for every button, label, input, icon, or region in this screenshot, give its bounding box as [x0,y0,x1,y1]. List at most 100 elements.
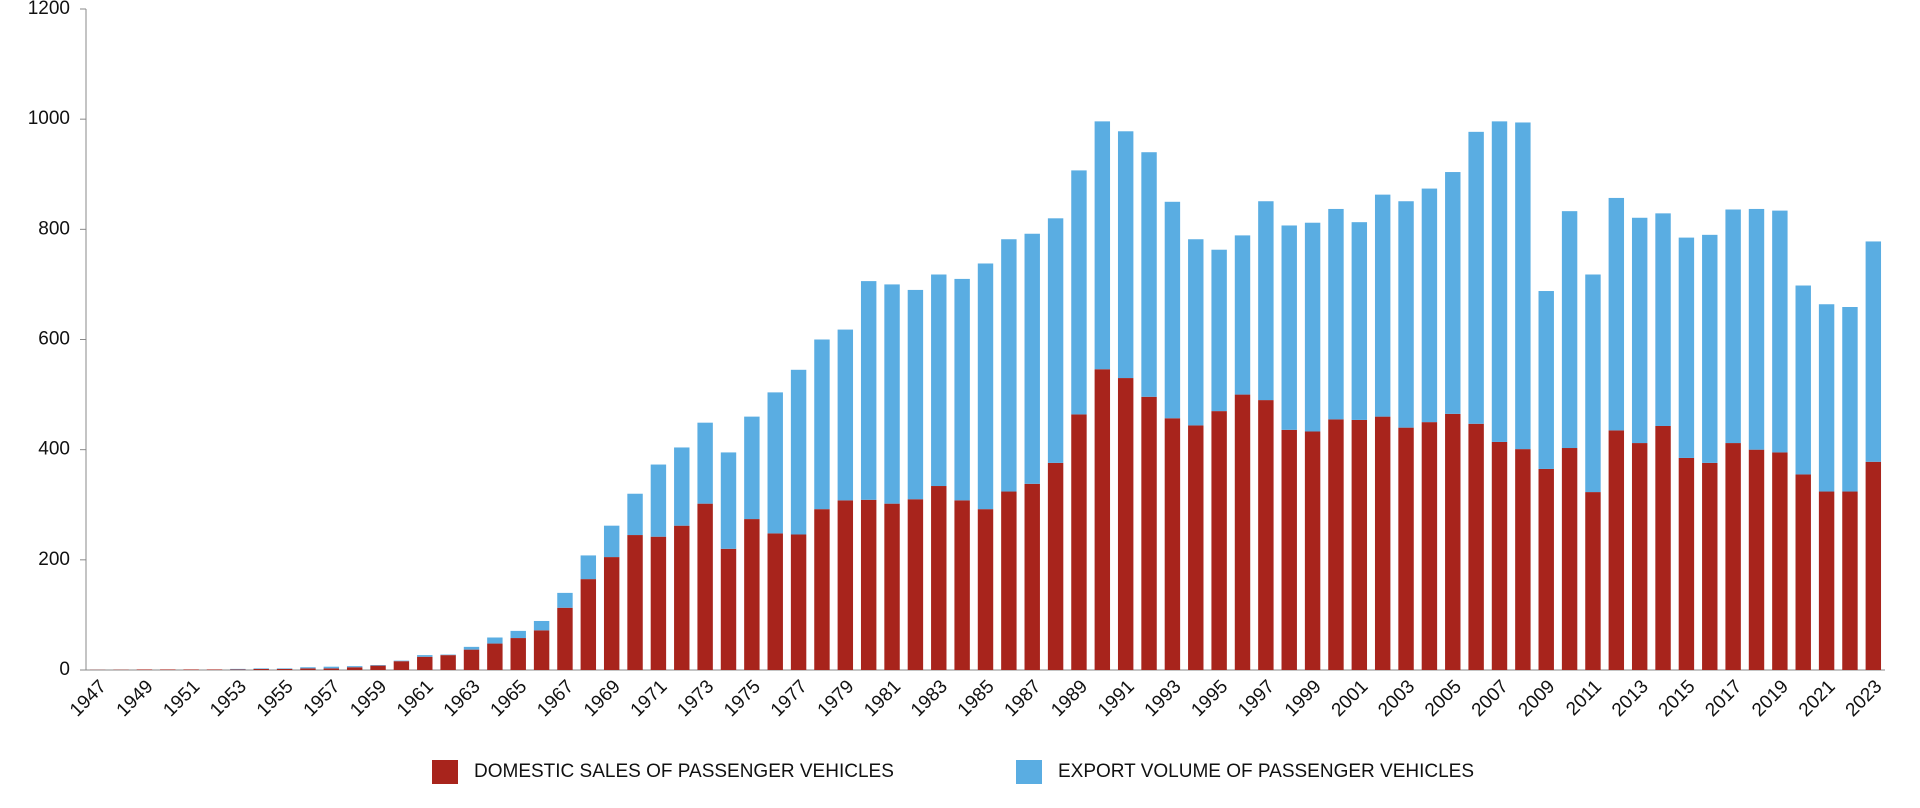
bar-segment [1421,188,1438,423]
bar-segment [860,499,877,670]
bar-segment [1374,194,1391,417]
bar-segment [1468,131,1484,424]
bar-segment [440,654,456,656]
bar-segment [487,637,503,644]
bar-segment [1445,413,1461,670]
bar-segment [300,668,316,670]
bar-segment [1538,468,1554,670]
bar-segment [1561,448,1578,670]
x-tick-label: 1977 [767,676,812,721]
y-tick-label: 400 [38,439,70,460]
x-tick-label: 2023 [1842,676,1887,721]
bar-segment [814,509,830,670]
bar-segment [1304,222,1321,432]
y-tick-label: 600 [38,329,70,350]
y-tick-label: 200 [38,549,70,570]
x-tick-label: 1947 [66,676,111,721]
bar-segment [1094,121,1111,370]
bar-segment [1608,197,1625,431]
bar-segment [1258,201,1274,401]
x-tick-label: 1991 [1094,676,1139,721]
bar-segment [1725,209,1741,444]
bar-segment [1818,304,1835,492]
bar-segment [510,630,526,639]
bar-segment [323,668,340,670]
bar-segment [1281,429,1297,670]
x-tick-label: 1979 [814,676,859,721]
bar-segment [697,422,713,504]
bar-segment [790,369,807,535]
x-tick-label: 1963 [440,676,485,721]
bar-segment [1047,462,1064,670]
x-tick-label: 1971 [627,676,672,721]
x-tick-label: 2017 [1701,676,1746,721]
bar-segment [1164,201,1181,419]
bar-segment [1865,461,1882,670]
bar-segment [603,525,620,558]
bar-segment [1398,201,1414,428]
bar-segment [1328,208,1344,420]
bar-segment [884,503,900,670]
bar-segment [253,668,269,669]
bar-segment [1328,419,1344,670]
bar-segment [977,263,994,510]
bar-segment [1631,217,1648,444]
x-tick-label: 1969 [580,676,625,721]
bar-segment [230,668,246,670]
legend-swatch [1016,760,1042,784]
bar-segment [1608,430,1625,670]
bar-segment [1094,369,1111,670]
bar-segment [160,669,176,670]
bar-segment [1211,249,1227,412]
bar-segment [1702,462,1718,670]
legend-label: DOMESTIC SALES OF PASSENGER VEHICLES [474,761,894,782]
bar-segment [1748,449,1765,670]
x-tick-label: 1985 [954,676,999,721]
bar-segment [136,669,153,670]
bar-segment [674,525,690,670]
bar-segment [1585,492,1601,670]
bar-segment [463,649,480,670]
bar-segment [417,655,433,657]
bar-segment [276,668,293,670]
bar-segment [463,646,480,650]
bar-segment [580,579,597,670]
bar-segment [1468,423,1484,670]
x-tick-label: 2001 [1328,676,1373,721]
bar-segment [1678,237,1695,458]
x-tick-label: 1973 [673,676,718,721]
bar-segment [533,620,550,631]
bar-segment [1631,443,1648,670]
bar-segment [300,667,316,669]
bar-segment [1281,225,1297,430]
bar-segment [720,548,737,670]
bar-segment [1865,241,1882,462]
bar-segment [790,534,807,670]
bar-segment [276,668,293,669]
y-tick-label: 1000 [28,108,70,129]
bar-segment [346,666,363,668]
bar-segment [1258,400,1274,670]
bar-segment [510,638,526,670]
bar-segment [346,667,363,670]
bar-segment [767,533,783,670]
x-tick-label: 1997 [1234,676,1279,721]
y-tick-label: 0 [59,659,70,680]
bar-segment [440,655,456,670]
bar-segment [837,500,854,670]
bar-segment [1842,307,1858,492]
x-tick-label: 2003 [1374,676,1419,721]
bar-segment [393,660,410,662]
bar-segment [1117,378,1134,670]
bar-segment [230,669,246,670]
bar-segment [370,665,386,670]
bar-segment [1001,239,1017,492]
x-tick-label: 2015 [1655,676,1700,721]
bar-segment [1351,419,1368,670]
x-tick-label: 1993 [1141,676,1186,721]
bar-segment [720,452,737,549]
bar-segment [1211,411,1227,670]
bar-segment [1304,431,1321,670]
bar-segment [1795,474,1811,670]
